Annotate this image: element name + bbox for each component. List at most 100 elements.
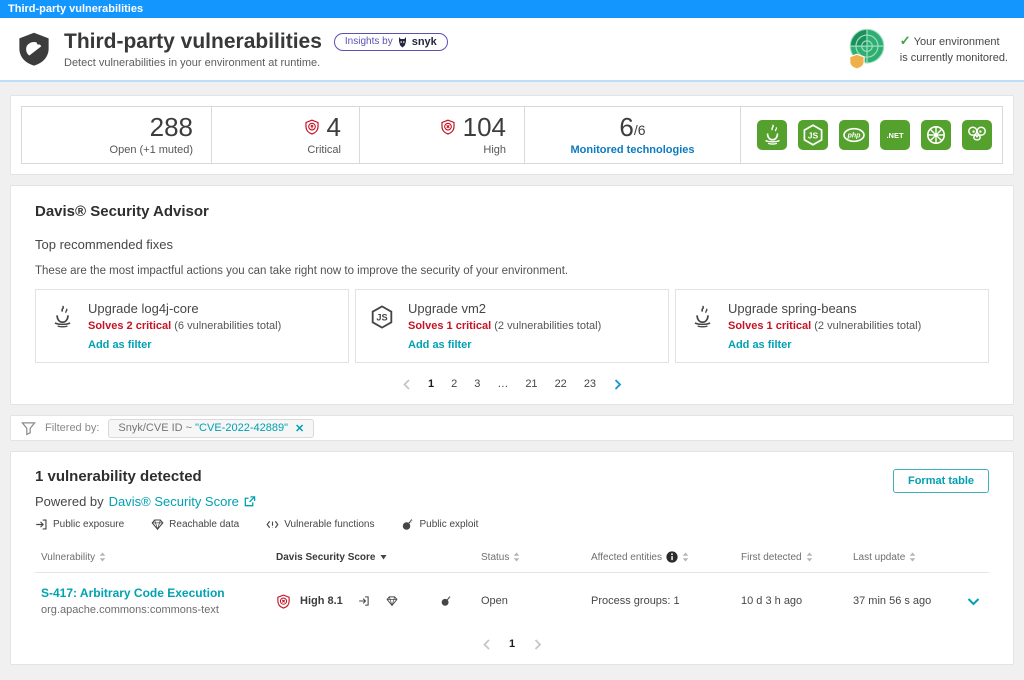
fix-solves: Solves 1 critical bbox=[728, 320, 812, 332]
snyk-dog-icon bbox=[398, 36, 407, 48]
remove-filter-icon[interactable]: ✕ bbox=[294, 422, 305, 435]
monitored-total: /6 bbox=[633, 122, 646, 138]
snyk-brand-label: snyk bbox=[411, 35, 437, 48]
stat-high[interactable]: 104 High bbox=[360, 107, 525, 163]
page-1[interactable]: 1 bbox=[508, 638, 516, 650]
tech-icon-go[interactable] bbox=[962, 120, 992, 150]
filter-bar[interactable]: Filtered by: Snyk/CVE ID ~ "CVE-2022-428… bbox=[10, 415, 1014, 441]
breadcrumb[interactable]: Third-party vulnerabilities bbox=[8, 3, 144, 15]
sort-icon bbox=[682, 552, 689, 562]
high-count: 104 bbox=[462, 112, 506, 142]
stat-open[interactable]: 288 Open (+1 muted) bbox=[22, 107, 212, 163]
tech-icon-java[interactable] bbox=[757, 120, 787, 150]
add-as-filter-link[interactable]: Add as filter bbox=[408, 339, 472, 351]
fix-solves: Solves 1 critical bbox=[408, 320, 492, 332]
add-as-filter-link[interactable]: Add as filter bbox=[728, 339, 792, 351]
stat-monitored-technologies[interactable]: 6 /6 Monitored technologies bbox=[525, 107, 741, 163]
page-3[interactable]: 3 bbox=[474, 378, 481, 390]
title-block: Third-party vulnerabilities Insights by … bbox=[64, 30, 448, 69]
technology-icons bbox=[741, 107, 1002, 163]
page-2[interactable]: 2 bbox=[451, 378, 458, 390]
snyk-insights-badge[interactable]: Insights by snyk bbox=[333, 32, 448, 51]
sort-icon bbox=[513, 552, 520, 562]
next-page-icon[interactable] bbox=[533, 638, 542, 650]
advisor-pagination: 1 2 3 … 21 22 23 bbox=[35, 378, 989, 390]
nodejs-icon bbox=[369, 304, 395, 351]
fix-card-log4j-core[interactable]: Upgrade log4j-core Solves 2 critical (6 … bbox=[35, 289, 349, 363]
filter-funnel-icon bbox=[21, 421, 36, 436]
table-header-row: Vulnerability Davis Security Score Statu… bbox=[35, 544, 989, 573]
filter-chip-field: Snyk/CVE ID ~ bbox=[118, 422, 196, 434]
vulnerability-link[interactable]: S-417: Arbitrary Code Execution bbox=[41, 586, 225, 600]
info-icon[interactable] bbox=[666, 551, 678, 563]
app-header: Third-party vulnerabilities Insights by … bbox=[0, 18, 1024, 82]
fix-total: (2 vulnerabilities total) bbox=[814, 320, 922, 332]
open-label: Open (+1 muted) bbox=[109, 144, 193, 156]
vulnerability-table-card: 1 vulnerability detected Powered by Davi… bbox=[10, 451, 1014, 665]
page-ellipsis: … bbox=[497, 378, 509, 390]
public-exploit-icon bbox=[401, 518, 414, 531]
monitored-technologies-link[interactable]: Monitored technologies bbox=[570, 144, 695, 156]
expand-row-icon[interactable] bbox=[967, 597, 984, 606]
davis-security-score-cell: High 8.1 bbox=[276, 594, 481, 609]
filter-chip[interactable]: Snyk/CVE ID ~ "CVE-2022-42889" ✕ bbox=[108, 418, 315, 438]
filter-chip-value: "CVE-2022-42889" bbox=[195, 422, 288, 434]
fix-total: (6 vulnerabilities total) bbox=[174, 320, 282, 332]
advisor-subtitle: Top recommended fixes bbox=[35, 237, 174, 252]
app-shield-logo-icon bbox=[16, 31, 52, 67]
monitor-status-line1: Your environment bbox=[913, 36, 1000, 49]
tech-icon-php[interactable] bbox=[839, 120, 869, 150]
prev-page-icon[interactable] bbox=[402, 378, 411, 390]
radar-monitored-icon bbox=[844, 26, 890, 72]
format-table-button[interactable]: Format table bbox=[892, 469, 989, 493]
external-link-icon bbox=[243, 495, 256, 508]
column-affected-entities[interactable]: Affected entities bbox=[591, 551, 741, 563]
column-first-detected[interactable]: First detected bbox=[741, 552, 853, 563]
first-detected-cell: 10 d 3 h ago bbox=[741, 595, 803, 607]
davis-security-advisor-card: Davis® Security Advisor Top recommended … bbox=[10, 185, 1014, 405]
tech-icon-dotnet[interactable] bbox=[880, 120, 910, 150]
page-1[interactable]: 1 bbox=[427, 378, 435, 390]
column-davis-security-score[interactable]: Davis Security Score bbox=[276, 552, 481, 563]
table-row[interactable]: S-417: Arbitrary Code Execution org.apac… bbox=[35, 573, 989, 628]
fix-card-spring-beans[interactable]: Upgrade spring-beans Solves 1 critical (… bbox=[675, 289, 989, 363]
vulnerability-table: Vulnerability Davis Security Score Statu… bbox=[35, 544, 989, 628]
prev-page-icon[interactable] bbox=[482, 638, 491, 650]
next-page-icon[interactable] bbox=[613, 378, 622, 390]
advisor-description: These are the most impactful actions you… bbox=[35, 265, 569, 277]
critical-label: Critical bbox=[307, 144, 341, 156]
davis-security-score-link[interactable]: Davis® Security Score bbox=[109, 494, 256, 509]
column-status[interactable]: Status bbox=[481, 552, 591, 563]
tech-icon-kubernetes[interactable] bbox=[921, 120, 951, 150]
public-exposure-icon bbox=[35, 518, 48, 531]
sort-icon bbox=[909, 552, 916, 562]
high-label: High bbox=[483, 144, 506, 156]
legend-label: Public exposure bbox=[53, 519, 125, 530]
reachable-data-icon bbox=[386, 595, 398, 607]
vulnerable-functions-icon bbox=[266, 518, 279, 531]
java-icon bbox=[49, 304, 75, 351]
page-subtitle: Detect vulnerabilities in your environme… bbox=[64, 56, 321, 69]
status-cell: Open bbox=[481, 595, 508, 607]
score-legend: Public exposure Reachable data Vulnerabl… bbox=[35, 518, 989, 531]
stats-box: 288 Open (+1 muted) 4 Critical 104 High bbox=[21, 106, 1003, 164]
high-severity-shield-icon bbox=[276, 594, 291, 609]
page-21[interactable]: 21 bbox=[525, 378, 538, 390]
stat-critical[interactable]: 4 Critical bbox=[212, 107, 360, 163]
public-exposure-icon bbox=[358, 595, 370, 607]
fix-card-vm2[interactable]: Upgrade vm2 Solves 1 critical (2 vulnera… bbox=[355, 289, 669, 363]
add-as-filter-link[interactable]: Add as filter bbox=[88, 339, 152, 351]
fix-title: Upgrade log4j-core bbox=[88, 301, 199, 316]
tech-icon-nodejs[interactable] bbox=[798, 120, 828, 150]
page-22[interactable]: 22 bbox=[554, 378, 567, 390]
column-last-update[interactable]: Last update bbox=[853, 552, 967, 563]
advisor-title: Davis® Security Advisor bbox=[35, 203, 209, 220]
page-23[interactable]: 23 bbox=[583, 378, 597, 390]
column-vulnerability[interactable]: Vulnerability bbox=[41, 552, 276, 563]
table-pagination: 1 bbox=[35, 638, 989, 650]
fix-title: Upgrade vm2 bbox=[408, 301, 487, 316]
reachable-data-icon bbox=[151, 518, 164, 531]
monitored-count: 6 bbox=[619, 112, 634, 142]
snyk-badge-prefix: Insights by bbox=[344, 36, 393, 47]
legend-label: Public exploit bbox=[419, 519, 479, 530]
